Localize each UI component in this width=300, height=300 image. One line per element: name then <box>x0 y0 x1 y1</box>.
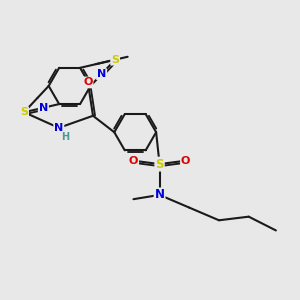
Text: N: N <box>154 188 165 201</box>
Text: O: O <box>181 156 190 166</box>
Text: S: S <box>155 158 164 171</box>
Text: S: S <box>111 55 119 65</box>
Text: N: N <box>97 69 106 79</box>
Text: O: O <box>83 77 93 87</box>
Text: N: N <box>39 103 48 113</box>
Text: N: N <box>54 123 63 133</box>
Text: H: H <box>61 132 69 142</box>
Text: S: S <box>20 107 28 117</box>
Text: O: O <box>129 156 138 166</box>
